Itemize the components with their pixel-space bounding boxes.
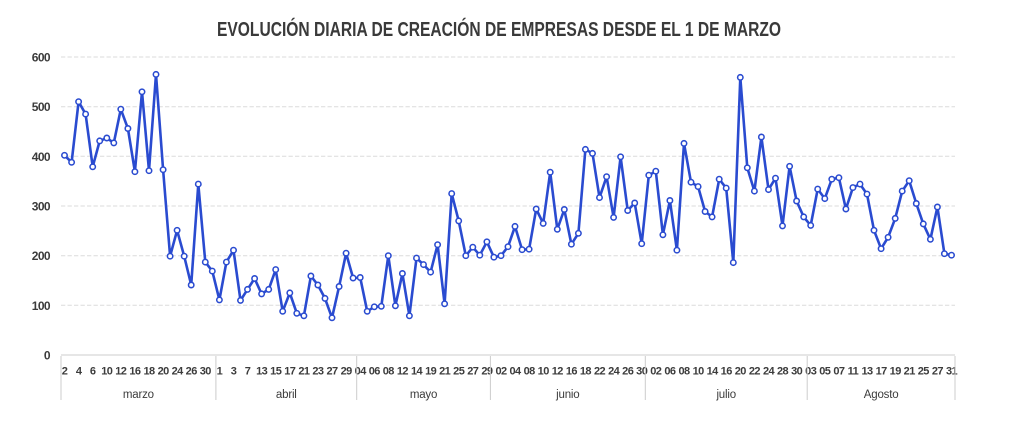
svg-text:20: 20 (158, 366, 170, 378)
svg-text:02: 02 (650, 366, 662, 378)
svg-text:11: 11 (848, 366, 859, 378)
svg-text:24: 24 (608, 366, 621, 378)
svg-text:EVOLUCIÓN DIARIA DE CREACIÓN D: EVOLUCIÓN DIARIA DE CREACIÓN DE EMPRESAS… (217, 17, 781, 41)
svg-text:17: 17 (284, 366, 296, 378)
svg-text:06: 06 (664, 366, 676, 378)
svg-text:29: 29 (341, 366, 353, 378)
svg-text:6: 6 (90, 366, 96, 378)
svg-text:08: 08 (524, 366, 536, 378)
svg-text:20: 20 (735, 366, 747, 378)
svg-text:500: 500 (32, 100, 51, 114)
svg-text:10: 10 (538, 366, 550, 378)
svg-text:27: 27 (467, 366, 479, 378)
svg-text:16: 16 (566, 366, 578, 378)
svg-text:24: 24 (172, 366, 185, 378)
svg-text:27: 27 (326, 366, 338, 378)
svg-text:12: 12 (397, 366, 409, 378)
svg-text:julio: julio (715, 389, 735, 401)
svg-text:mayo: mayo (410, 389, 437, 401)
svg-text:29: 29 (481, 366, 493, 378)
svg-text:24: 24 (763, 366, 776, 378)
svg-text:4: 4 (76, 366, 83, 378)
svg-text:marzo: marzo (123, 389, 154, 401)
svg-text:3: 3 (231, 366, 237, 378)
svg-text:100: 100 (32, 299, 51, 313)
svg-text:1: 1 (217, 366, 223, 378)
svg-text:06: 06 (369, 366, 381, 378)
svg-text:14: 14 (707, 366, 720, 378)
svg-text:04: 04 (509, 366, 522, 378)
svg-text:26: 26 (186, 366, 198, 378)
svg-text:21: 21 (904, 366, 916, 378)
svg-text:28: 28 (777, 366, 789, 378)
svg-text:Agosto: Agosto (864, 389, 899, 401)
svg-text:10: 10 (693, 366, 705, 378)
svg-text:16: 16 (129, 366, 141, 378)
svg-text:18: 18 (143, 366, 155, 378)
svg-text:27: 27 (932, 366, 944, 378)
svg-text:600: 600 (32, 51, 51, 65)
svg-text:13: 13 (861, 366, 873, 378)
svg-text:04: 04 (355, 366, 368, 378)
svg-text:7: 7 (245, 366, 251, 378)
svg-text:08: 08 (678, 366, 690, 378)
svg-text:19: 19 (425, 366, 437, 378)
svg-text:0: 0 (44, 349, 51, 363)
svg-text:16: 16 (721, 366, 733, 378)
svg-text:200: 200 (32, 249, 51, 263)
svg-text:03: 03 (805, 366, 817, 378)
svg-text:400: 400 (32, 150, 51, 164)
svg-text:25: 25 (453, 366, 465, 378)
svg-text:21: 21 (298, 366, 310, 378)
svg-text:junio: junio (555, 389, 579, 401)
svg-text:25: 25 (918, 366, 930, 378)
svg-text:26: 26 (622, 366, 634, 378)
svg-text:300: 300 (32, 200, 51, 214)
svg-text:2: 2 (62, 366, 68, 378)
svg-text:10: 10 (101, 366, 113, 378)
svg-text:30: 30 (636, 366, 648, 378)
svg-text:15: 15 (270, 366, 282, 378)
svg-text:14: 14 (411, 366, 424, 378)
svg-text:23: 23 (312, 366, 324, 378)
svg-text:05: 05 (819, 366, 831, 378)
svg-text:12: 12 (552, 366, 564, 378)
svg-text:08: 08 (383, 366, 395, 378)
svg-text:22: 22 (749, 366, 761, 378)
svg-text:22: 22 (594, 366, 606, 378)
svg-text:21: 21 (439, 366, 451, 378)
svg-text:19: 19 (890, 366, 902, 378)
svg-text:abril: abril (276, 389, 297, 401)
svg-text:12: 12 (115, 366, 127, 378)
svg-text:07: 07 (833, 366, 845, 378)
svg-text:13: 13 (256, 366, 268, 378)
svg-text:18: 18 (580, 366, 592, 378)
svg-text:30: 30 (791, 366, 803, 378)
svg-text:02: 02 (495, 366, 507, 378)
svg-text:30: 30 (200, 366, 212, 378)
svg-text:31: 31 (946, 366, 958, 378)
svg-text:17: 17 (876, 366, 888, 378)
